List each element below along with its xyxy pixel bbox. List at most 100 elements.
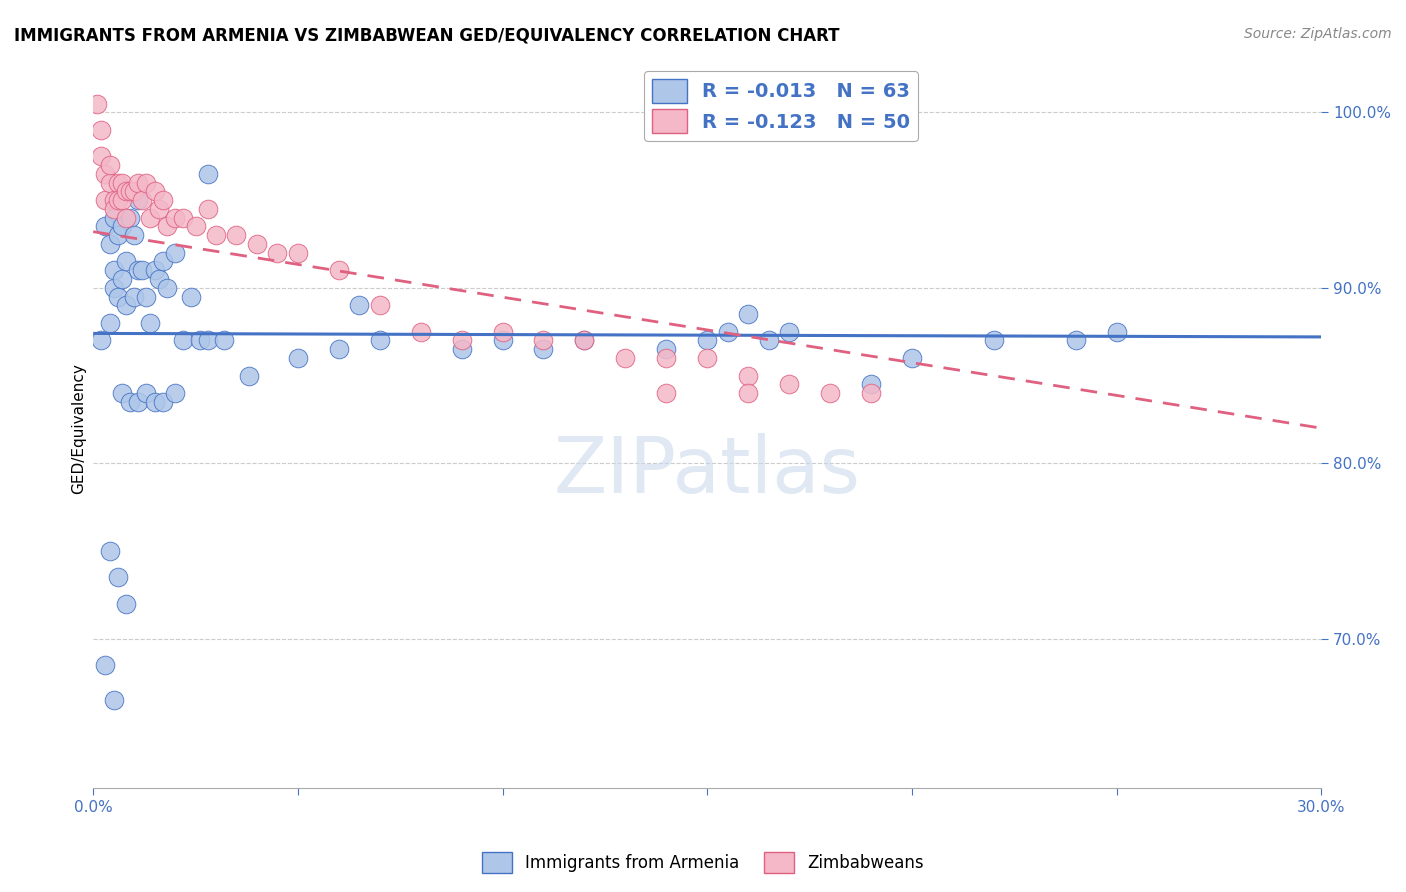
Point	[156, 219, 179, 234]
Point	[107, 289, 129, 303]
Point	[212, 334, 235, 348]
Point	[98, 544, 121, 558]
Point	[98, 316, 121, 330]
Point	[205, 228, 228, 243]
Point	[127, 193, 149, 207]
Point	[165, 386, 187, 401]
Point	[152, 254, 174, 268]
Point	[115, 597, 138, 611]
Point	[143, 394, 166, 409]
Point	[103, 211, 125, 225]
Point	[107, 228, 129, 243]
Point	[225, 228, 247, 243]
Point	[122, 289, 145, 303]
Point	[148, 202, 170, 216]
Point	[90, 334, 112, 348]
Point	[172, 211, 194, 225]
Point	[127, 176, 149, 190]
Point	[94, 193, 117, 207]
Point	[115, 254, 138, 268]
Point	[287, 351, 309, 365]
Point	[368, 298, 391, 312]
Point	[491, 334, 513, 348]
Point	[246, 236, 269, 251]
Point	[107, 176, 129, 190]
Point	[533, 334, 555, 348]
Point	[103, 693, 125, 707]
Point	[450, 334, 472, 348]
Point	[135, 289, 157, 303]
Point	[737, 386, 759, 401]
Point	[103, 281, 125, 295]
Point	[180, 289, 202, 303]
Point	[152, 394, 174, 409]
Point	[131, 263, 153, 277]
Point	[818, 386, 841, 401]
Point	[188, 334, 211, 348]
Point	[197, 202, 219, 216]
Point	[127, 394, 149, 409]
Point	[287, 245, 309, 260]
Point	[107, 193, 129, 207]
Point	[90, 123, 112, 137]
Point	[983, 334, 1005, 348]
Point	[696, 351, 718, 365]
Point	[1105, 325, 1128, 339]
Point	[758, 334, 780, 348]
Point	[859, 377, 882, 392]
Point	[111, 193, 134, 207]
Point	[98, 236, 121, 251]
Point	[778, 377, 800, 392]
Point	[111, 176, 134, 190]
Point	[737, 368, 759, 383]
Point	[717, 325, 740, 339]
Point	[574, 334, 596, 348]
Point	[197, 334, 219, 348]
Point	[86, 96, 108, 111]
Point	[165, 211, 187, 225]
Legend: Immigrants from Armenia, Zimbabweans: Immigrants from Armenia, Zimbabweans	[475, 846, 931, 880]
Text: ZIPatlas: ZIPatlas	[554, 434, 860, 509]
Point	[115, 184, 138, 198]
Point	[197, 167, 219, 181]
Point	[111, 272, 134, 286]
Point	[118, 394, 141, 409]
Point	[135, 176, 157, 190]
Point	[328, 263, 350, 277]
Point	[118, 184, 141, 198]
Point	[111, 219, 134, 234]
Point	[349, 298, 371, 312]
Point	[655, 342, 678, 356]
Point	[172, 334, 194, 348]
Point	[696, 334, 718, 348]
Text: IMMIGRANTS FROM ARMENIA VS ZIMBABWEAN GED/EQUIVALENCY CORRELATION CHART: IMMIGRANTS FROM ARMENIA VS ZIMBABWEAN GE…	[14, 27, 839, 45]
Point	[491, 325, 513, 339]
Point	[118, 211, 141, 225]
Point	[614, 351, 637, 365]
Point	[409, 325, 432, 339]
Point	[165, 245, 187, 260]
Point	[90, 149, 112, 163]
Y-axis label: GED/Equivalency: GED/Equivalency	[72, 363, 86, 493]
Point	[574, 334, 596, 348]
Point	[901, 351, 924, 365]
Point	[94, 219, 117, 234]
Point	[148, 272, 170, 286]
Point	[533, 342, 555, 356]
Point	[1064, 334, 1087, 348]
Point	[143, 184, 166, 198]
Point	[115, 298, 138, 312]
Point	[103, 193, 125, 207]
Point	[184, 219, 207, 234]
Point	[135, 386, 157, 401]
Point	[139, 211, 162, 225]
Point	[127, 263, 149, 277]
Point	[103, 202, 125, 216]
Point	[131, 193, 153, 207]
Point	[103, 263, 125, 277]
Point	[266, 245, 288, 260]
Point	[859, 386, 882, 401]
Point	[122, 184, 145, 198]
Point	[107, 570, 129, 584]
Point	[450, 342, 472, 356]
